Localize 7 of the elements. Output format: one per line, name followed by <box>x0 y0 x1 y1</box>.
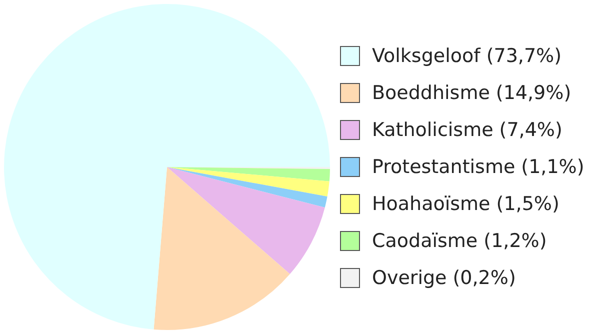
legend-label: Boeddhisme (14,9%) <box>372 82 572 104</box>
legend-label: Volksgeloof (73,7%) <box>372 45 562 67</box>
legend-label: Katholicisme (7,4%) <box>372 119 562 141</box>
legend-label: Hoahaoïsme (1,5%) <box>372 193 560 215</box>
legend-label: Caodaïsme (1,2%) <box>372 230 547 252</box>
legend-label: Protestantisme (1,1%) <box>372 156 584 178</box>
legend-label: Overige (0,2%) <box>372 267 516 289</box>
